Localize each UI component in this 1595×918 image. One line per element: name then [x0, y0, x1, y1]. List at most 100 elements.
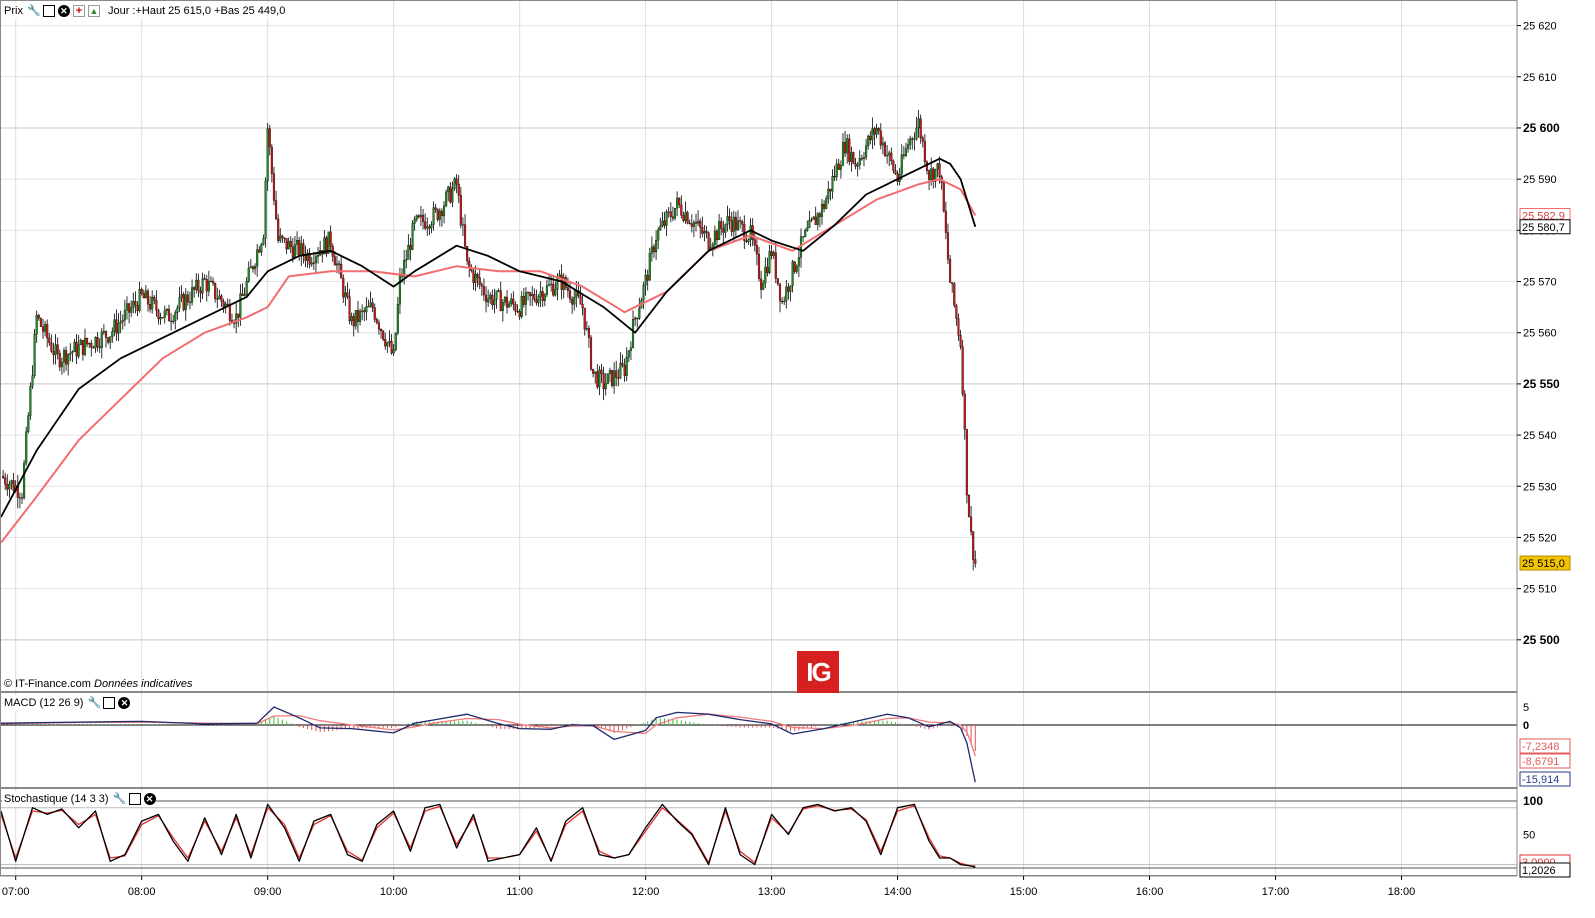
candle-down[interactable]	[707, 231, 710, 252]
candle-down[interactable]	[925, 160, 929, 175]
candle-down[interactable]	[860, 154, 863, 161]
candle-up[interactable]	[447, 185, 450, 202]
candle-up[interactable]	[10, 479, 13, 490]
candle-up[interactable]	[354, 310, 357, 330]
candle-down[interactable]	[41, 318, 45, 339]
candle-up[interactable]	[547, 274, 551, 287]
candle-down[interactable]	[241, 283, 244, 297]
candle-up[interactable]	[604, 373, 607, 396]
candle-down[interactable]	[182, 291, 185, 312]
macd-line[interactable]	[0, 706, 976, 783]
wrench-icon[interactable]: 🔧	[27, 5, 41, 17]
candle-up[interactable]	[858, 150, 861, 170]
candle-up[interactable]	[159, 312, 162, 325]
candle-up[interactable]	[736, 210, 740, 231]
candle-up[interactable]	[841, 133, 845, 167]
macd-panel[interactable]	[0, 706, 1517, 783]
candle-down[interactable]	[424, 213, 427, 231]
candle-down[interactable]	[682, 211, 685, 223]
candle-up[interactable]	[791, 259, 794, 293]
candle-down[interactable]	[505, 290, 509, 314]
candle-down[interactable]	[390, 333, 393, 355]
candle-down[interactable]	[434, 203, 437, 213]
candle-up[interactable]	[659, 217, 662, 231]
candle-up[interactable]	[524, 287, 527, 316]
candle-down[interactable]	[961, 339, 964, 397]
candle-up[interactable]	[180, 285, 183, 303]
candle-down[interactable]	[81, 340, 84, 361]
candle-up[interactable]	[201, 272, 204, 300]
candle-up[interactable]	[176, 304, 179, 320]
candle-up[interactable]	[665, 209, 668, 237]
candle-up[interactable]	[650, 236, 653, 262]
candle-down[interactable]	[455, 174, 458, 194]
candle-up[interactable]	[266, 122, 269, 191]
candle-up[interactable]	[489, 292, 492, 304]
candle-down[interactable]	[671, 206, 674, 222]
stoch-k-line[interactable]	[0, 803, 976, 868]
candle-down[interactable]	[793, 261, 796, 274]
candle-up[interactable]	[94, 336, 97, 353]
candle-down[interactable]	[774, 242, 777, 284]
candle-up[interactable]	[585, 321, 588, 332]
candle-up[interactable]	[79, 338, 82, 346]
candle-down[interactable]	[564, 274, 567, 291]
candle-down[interactable]	[928, 169, 931, 190]
candle-up[interactable]	[613, 362, 616, 394]
candle-up[interactable]	[676, 191, 679, 217]
candle-up[interactable]	[797, 246, 800, 277]
candle-down[interactable]	[16, 474, 19, 509]
candle-down[interactable]	[258, 245, 261, 254]
candle-down[interactable]	[428, 224, 431, 236]
candle-down[interactable]	[363, 307, 366, 322]
candle-down[interactable]	[142, 289, 145, 299]
candle-down[interactable]	[951, 282, 954, 293]
candle-down[interactable]	[932, 166, 935, 189]
candle-up[interactable]	[839, 160, 842, 179]
candle-up[interactable]	[684, 201, 687, 224]
candle-down[interactable]	[837, 158, 840, 170]
candle-down[interactable]	[760, 270, 763, 299]
candle-up[interactable]	[493, 288, 496, 314]
candle-up[interactable]	[287, 237, 290, 250]
candle-down[interactable]	[186, 290, 189, 306]
candle-down[interactable]	[356, 300, 360, 333]
candle-down[interactable]	[694, 213, 698, 232]
candle-up[interactable]	[207, 270, 210, 297]
candle-down[interactable]	[610, 370, 614, 388]
candle-up[interactable]	[545, 279, 548, 297]
candle-up[interactable]	[718, 213, 721, 241]
candle-up[interactable]	[319, 240, 322, 257]
candle-down[interactable]	[193, 286, 196, 298]
candle-down[interactable]	[940, 174, 943, 190]
macd-value-marker[interactable]: -15,914	[1519, 771, 1571, 787]
candle-down[interactable]	[552, 277, 555, 297]
candle-down[interactable]	[161, 317, 164, 319]
candle-up[interactable]	[8, 480, 11, 499]
candle-down[interactable]	[541, 286, 544, 307]
candle-up[interactable]	[713, 225, 716, 251]
candle-down[interactable]	[491, 289, 494, 310]
candle-down[interactable]	[463, 214, 467, 249]
candle-down[interactable]	[329, 225, 332, 254]
candle-up[interactable]	[54, 334, 57, 365]
candle-up[interactable]	[804, 228, 807, 238]
candle-down[interactable]	[923, 134, 926, 166]
candle-down[interactable]	[2, 469, 5, 480]
candle-up[interactable]	[537, 294, 540, 307]
candle-down[interactable]	[417, 214, 420, 219]
candle-up[interactable]	[915, 116, 918, 141]
candle-down[interactable]	[52, 342, 55, 365]
candle-up[interactable]	[296, 231, 299, 256]
candle-down[interactable]	[6, 474, 9, 496]
candle-up[interactable]	[62, 347, 66, 373]
candle-up[interactable]	[310, 256, 313, 267]
candle-down[interactable]	[818, 211, 821, 228]
add-indicator-icon[interactable]: +	[72, 5, 85, 17]
candle-up[interactable]	[178, 286, 181, 312]
candle-up[interactable]	[394, 332, 397, 352]
candle-up[interactable]	[306, 249, 309, 268]
candle-down[interactable]	[890, 147, 893, 165]
candle-down[interactable]	[272, 166, 276, 206]
candle-up[interactable]	[392, 343, 395, 356]
